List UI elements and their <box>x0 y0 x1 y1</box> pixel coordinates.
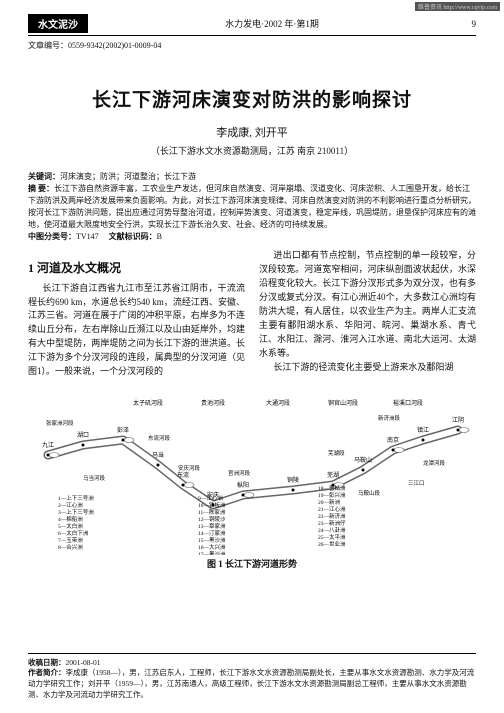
svg-text:17—黑沙洲: 17—黑沙洲 <box>198 551 226 555</box>
keywords-row: 关键词：河床演变；防洪；河道整治；长江下游 <box>28 171 476 183</box>
svg-text:21—江心洲: 21—江心洲 <box>318 506 346 513</box>
svg-text:马当河段: 马当河段 <box>83 474 106 482</box>
affiliation: （长江下游水文水资源勘测局，江苏 南京 210011） <box>28 144 476 157</box>
svg-text:铜陵: 铜陵 <box>287 476 299 484</box>
svg-text:九江: 九江 <box>42 441 54 449</box>
svg-text:11—陈家洲: 11—陈家洲 <box>198 508 226 516</box>
abstract-row: 摘 要：长江下游自然资源丰富，工农业生产发达，但河床自然演变、河岸崩塌、汊道变化… <box>28 183 476 231</box>
svg-text:25—太平洲: 25—太平洲 <box>318 533 346 541</box>
svg-text:22—新济洲: 22—新济洲 <box>318 512 346 520</box>
svg-text:18—曹姑洲: 18—曹姑洲 <box>318 484 346 492</box>
svg-text:裕溪口河段: 裕溪口河段 <box>393 399 423 407</box>
svg-text:张家洲河段: 张家洲河段 <box>46 419 74 427</box>
svg-text:铜官山河段: 铜官山河段 <box>328 399 358 407</box>
footer-block: 收稿日期：2001-08-01 作者简介：李成康（1958—），男，江苏启东人，… <box>28 653 476 702</box>
journal-issue: 水力发电·2002 年·第1期 <box>88 17 456 30</box>
svg-text:9—江心洲: 9—江心洲 <box>198 495 223 502</box>
svg-text:芜湖: 芜湖 <box>327 471 339 479</box>
river-map-svg: 九江湖口彭泽马当东流安庆枞阳铜陵芜湖马鞍山南京镇江江阴 1—上下三号洲2—江心洲… <box>28 385 476 555</box>
svg-text:13—章家洲: 13—章家洲 <box>198 522 226 530</box>
svg-text:枞阳: 枞阳 <box>237 481 249 489</box>
page-header: 水文泥沙 水力发电·2002 年·第1期 9 <box>28 14 476 33</box>
svg-text:镇江: 镇江 <box>417 426 429 434</box>
svg-text:马鞍山: 马鞍山 <box>354 456 372 464</box>
page-number: 9 <box>456 19 476 29</box>
article-title: 长江下游河床演变对防洪的影响探讨 <box>28 85 476 112</box>
figure-1-caption: 图 1 长江下游河道形势 <box>28 557 476 570</box>
authors: 李成康, 刘开平 <box>28 124 476 140</box>
svg-text:4—棉船洲: 4—棉船洲 <box>58 515 83 523</box>
svg-text:新济洲段: 新济洲段 <box>378 414 401 422</box>
svg-text:安庆河段: 安庆河段 <box>178 464 201 472</box>
svg-text:湖口: 湖口 <box>77 431 89 439</box>
svg-text:太子矶河段: 太子矶河段 <box>133 399 163 407</box>
svg-text:8—合兴洲: 8—合兴洲 <box>58 543 83 551</box>
keywords-label: 关键词： <box>28 172 60 181</box>
received-row: 收稿日期：2001-08-01 <box>28 658 476 669</box>
left-para-1: 长江下游自江西省九江市至江苏省江阴市，干流流程长约690 km，水道总长约540… <box>28 282 245 380</box>
svg-text:马鞍山段: 马鞍山段 <box>358 489 381 497</box>
section-tag: 水文泥沙 <box>28 14 88 33</box>
svg-text:1—上下三号洲: 1—上下三号洲 <box>58 494 94 502</box>
svg-text:24—八卦洲: 24—八卦洲 <box>318 526 346 534</box>
clc-value: TV147 <box>76 232 99 241</box>
svg-text:马当: 马当 <box>152 451 164 459</box>
section-1-heading: 1 河道及水文概况 <box>28 259 245 278</box>
left-column: 1 河道及水文概况 长江下游自江西省九江市至江苏省江阴市，干流流程长约690 k… <box>28 249 245 379</box>
svg-text:芜湖段: 芜湖段 <box>328 449 345 457</box>
svg-text:15—黑沙洲: 15—黑沙洲 <box>198 537 226 544</box>
svg-text:官洲河段: 官洲河段 <box>228 469 251 477</box>
received-label: 收稿日期： <box>28 658 66 667</box>
right-para-1: 进出口都有节点控制，节点控制的单一段较窄，分汊段较宽。河道宽窄相间，河床纵剖面波… <box>259 249 476 361</box>
svg-text:7—玉带洲: 7—玉带洲 <box>58 537 83 544</box>
clc-label: 中图分类号： <box>28 232 76 241</box>
author-bio-text: 李成康（1958—），男，江苏启东人，工程师，长江下游水文水资源勘测局副处长，主… <box>28 668 474 699</box>
svg-text:东流: 东流 <box>177 471 189 479</box>
svg-text:大通河段: 大通河段 <box>266 399 290 407</box>
body-columns: 1 河道及水文概况 长江下游自江西省九江市至江苏省江阴市，干流流程长约690 k… <box>28 249 476 379</box>
svg-text:3—上下三号洲: 3—上下三号洲 <box>58 508 94 516</box>
header-rule <box>28 35 476 36</box>
svg-text:16—大兴洲: 16—大兴洲 <box>198 543 226 551</box>
svg-text:东流河段: 东流河段 <box>148 434 171 442</box>
classification-row: 中图分类号：TV147 文献标识码：B <box>28 231 476 243</box>
svg-text:2—江心洲: 2—江心洲 <box>58 502 83 509</box>
svg-text:彭泽: 彭泽 <box>117 426 129 434</box>
svg-text:12—铜陵沙: 12—铜陵沙 <box>198 515 226 523</box>
svg-text:6—太白下洲: 6—太白下洲 <box>58 529 89 537</box>
svg-text:26—世业洲: 26—世业洲 <box>318 540 346 548</box>
svg-text:10—铁板洲: 10—铁板洲 <box>198 501 226 509</box>
svg-text:20—新洲: 20—新洲 <box>318 498 341 506</box>
svg-text:19—彭兴洲: 19—彭兴洲 <box>318 491 346 499</box>
svg-text:龙潭河段: 龙潭河段 <box>423 459 446 467</box>
source-watermark: 维普资讯 http://www.cqvip.com <box>415 2 500 11</box>
svg-text:23—新洲仔: 23—新洲仔 <box>318 519 346 527</box>
abstract-text: 长江下游自然资源丰富，工农业生产发达，但河床自然演变、河岸崩塌、汊道变化、河床淤… <box>28 184 476 229</box>
svg-text:南京: 南京 <box>387 436 399 444</box>
figure-1: 九江湖口彭泽马当东流安庆枞阳铜陵芜湖马鞍山南京镇江江阴 1—上下三号洲2—江心洲… <box>28 385 476 575</box>
article-number: 文章编号：0559-9342(2002)01-0009-04 <box>28 40 476 51</box>
author-bio-label: 作者简介： <box>28 668 66 677</box>
meta-block: 关键词：河床演变；防洪；河道整治；长江下游 摘 要：长江下游自然资源丰富，工农业… <box>28 171 476 243</box>
keywords-text: 河床演变；防洪；河道整治；长江下游 <box>60 172 196 181</box>
right-column: 进出口都有节点控制，节点控制的单一段较窄，分汊段较宽。河道宽窄相间，河床纵剖面波… <box>259 249 476 379</box>
svg-text:贵池河段: 贵池河段 <box>201 399 225 407</box>
svg-text:江阴: 江阴 <box>452 416 464 424</box>
author-bio-row: 作者简介：李成康（1958—），男，江苏启东人，工程师，长江下游水文水资源勘测局… <box>28 668 476 701</box>
svg-text:14—汀家洲: 14—汀家洲 <box>198 529 226 537</box>
right-para-2: 长江下游的径流变化主要受上游来水及鄱阳湖 <box>259 361 476 375</box>
received-date: 2001-08-01 <box>66 658 101 667</box>
doc-code-value: B <box>157 232 162 241</box>
abstract-label: 摘 要： <box>28 184 54 193</box>
svg-text:三江口: 三江口 <box>408 480 425 487</box>
doc-code-label: 文献标识码： <box>109 232 157 241</box>
svg-text:5—太白洲: 5—太白洲 <box>58 522 83 530</box>
